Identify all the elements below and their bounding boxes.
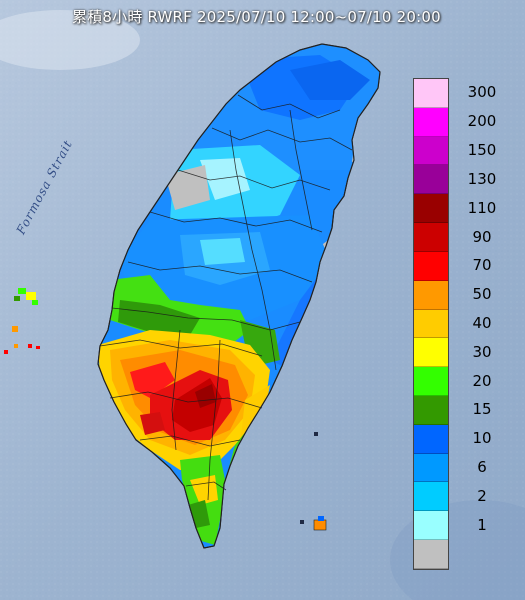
county-boundaries: [99, 94, 353, 501]
legend-swatch: [414, 223, 448, 252]
legend-swatch: [414, 79, 448, 108]
legend-swatch: [414, 251, 448, 281]
legend-label: 10: [472, 429, 492, 448]
map-title: 累積8小時 RWRF 2025/07/10 12:00~07/10 20:00: [72, 8, 441, 26]
legend-swatch: [414, 482, 448, 512]
legend-swatch: [414, 280, 448, 310]
legend-label: 20: [472, 371, 492, 390]
legend-label: 150: [467, 141, 497, 160]
legend-label: 1: [477, 515, 487, 534]
legend-swatch: [414, 424, 448, 454]
legend-swatch: [414, 136, 448, 166]
legend-label: 6: [477, 458, 487, 477]
legend-label: 15: [472, 400, 492, 419]
legend-label: 40: [472, 314, 492, 332]
legend-label: 130: [467, 169, 497, 188]
legend-label: 2: [477, 486, 487, 505]
legend-swatch: [414, 165, 448, 195]
legend-swatch: [414, 540, 448, 569]
legend-swatch: [414, 367, 448, 396]
legend-label: 200: [467, 112, 497, 131]
offshore-rain-cells: [4, 288, 327, 531]
legend-label: 90: [472, 227, 492, 246]
legend-swatch: [414, 395, 448, 425]
legend-label: 300: [467, 83, 497, 102]
legend-label: 30: [472, 342, 492, 361]
legend-swatch: [414, 338, 448, 368]
legend-label: 70: [472, 256, 492, 275]
legend-label: 50: [472, 285, 492, 304]
legend-swatch: [414, 107, 448, 137]
legend-swatch: [414, 511, 448, 540]
legend-swatch: [414, 453, 448, 483]
legend-swatch: [414, 194, 448, 224]
legend-label: 110: [467, 198, 497, 217]
color-legend: [413, 78, 449, 570]
legend-swatch: [414, 309, 448, 339]
